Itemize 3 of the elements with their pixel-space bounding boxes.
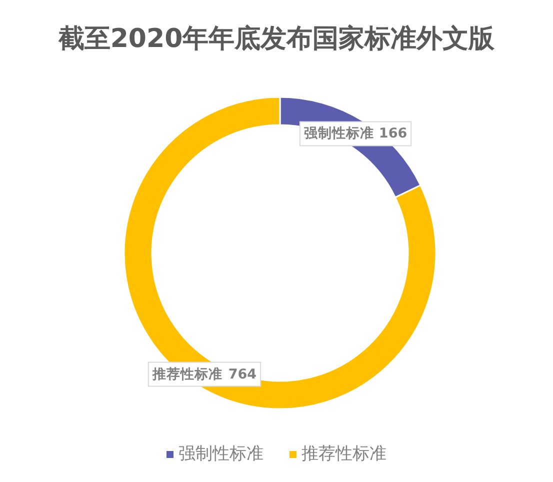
title: 截至2020年年底发布国家标准外文版 [58,24,495,54]
legend-label: 强制性标准 [178,444,264,464]
legend-label: 推荐性标准 [302,444,386,464]
